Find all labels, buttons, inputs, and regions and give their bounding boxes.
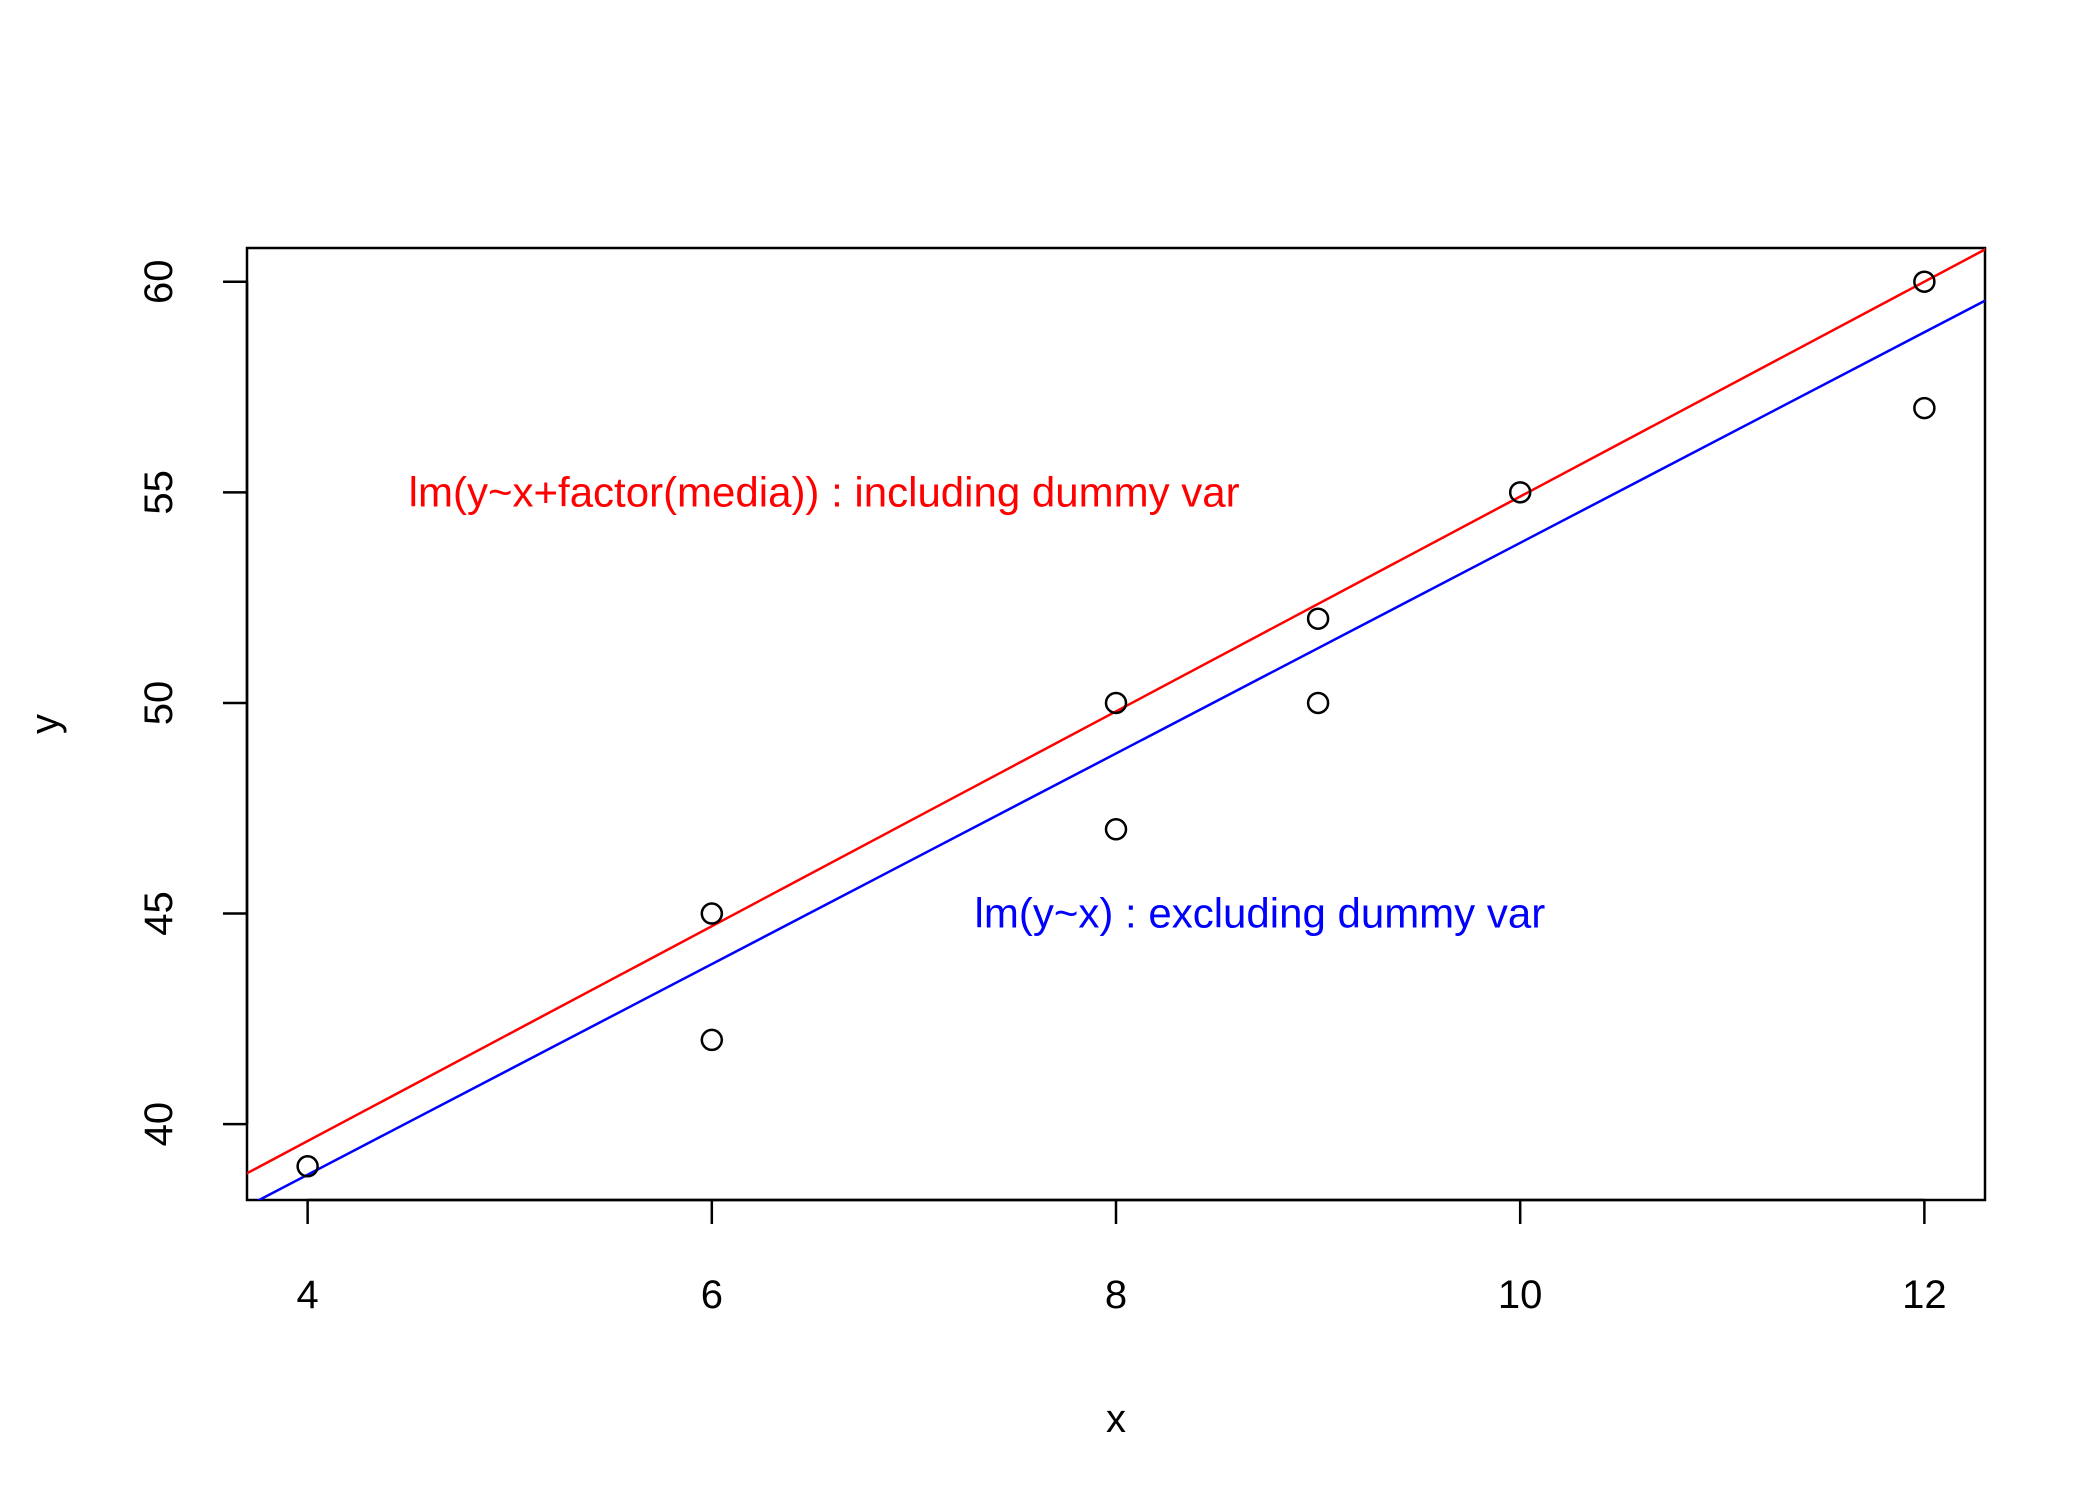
y-axis: 40 45 50 55 60 [137, 259, 249, 1147]
y-tick-label: 40 [137, 1102, 181, 1147]
y-axis-label: y [23, 714, 67, 734]
x-tick-label: 4 [297, 1273, 319, 1317]
data-point [1508, 481, 1532, 504]
data-point [1104, 818, 1128, 841]
plot-box [245, 246, 1987, 1202]
y-tick-label: 50 [137, 681, 181, 726]
x-tick-label: 12 [1902, 1273, 1947, 1317]
fit-line [256, 299, 1985, 1200]
y-tick-label: 55 [137, 470, 181, 515]
data-point [1913, 270, 1936, 293]
annotations: lm(y~x+factor(media)) : including dummy … [409, 468, 1546, 936]
y-tick-label: 60 [137, 259, 181, 304]
fit-line [247, 248, 1985, 1175]
x-axis-label: x [1106, 1397, 1126, 1441]
data-points [296, 270, 1936, 1178]
data-point [1306, 691, 1330, 715]
x-tick-label: 10 [1498, 1273, 1543, 1317]
annotation-label: lm(y~x) : excluding dummy var [975, 890, 1546, 937]
x-tick-label: 8 [1105, 1273, 1127, 1317]
data-point [1913, 396, 1936, 420]
x-tick-label: 6 [701, 1273, 723, 1317]
annotation-label: lm(y~x+factor(media)) : including dummy … [409, 468, 1240, 515]
data-point [700, 1028, 724, 1052]
data-point [1104, 691, 1128, 715]
x-axis: 4 6 8 10 12 [297, 1198, 1947, 1317]
y-tick-label: 45 [137, 891, 181, 936]
regression-lines [247, 248, 1985, 1200]
data-point [1306, 607, 1330, 630]
data-point [700, 902, 724, 925]
data-point [296, 1155, 319, 1178]
